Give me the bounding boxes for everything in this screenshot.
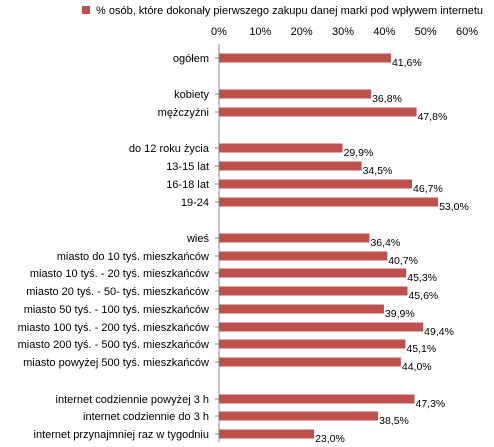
value-label: 49,4% xyxy=(424,326,454,338)
category-label: miasto 20 tyś. - 50- tyś. mieszkańców xyxy=(26,286,209,298)
value-label: 40,7% xyxy=(388,255,418,267)
category-label: miasto 50 tyś. - 100 tyś. mieszkańców xyxy=(24,304,209,316)
category-label: do 12 roku życia xyxy=(129,143,210,155)
value-label: 23,0% xyxy=(315,433,345,445)
value-label: 53,0% xyxy=(439,201,469,213)
bar xyxy=(219,322,424,332)
category-label: mężczyźni xyxy=(158,107,209,119)
value-label: 46,7% xyxy=(413,183,443,195)
value-labels: 41,6% 36,8% 47,8% 29,9% 34,5% 46,7% 53,0% 36,4%… xyxy=(315,57,469,445)
value-label: 45,1% xyxy=(406,343,436,355)
category-label: kobiety xyxy=(174,89,209,101)
category-label: ogółem xyxy=(173,53,209,65)
bar xyxy=(219,286,408,296)
value-label: 36,4% xyxy=(370,237,400,249)
category-axis xyxy=(215,44,220,442)
value-label: 47,8% xyxy=(418,111,448,123)
category-label: 19-24 xyxy=(181,197,209,209)
bar xyxy=(219,143,343,153)
bar xyxy=(219,357,401,367)
value-label: 38,5% xyxy=(379,415,409,427)
x-tick-label: 60% xyxy=(456,26,478,38)
bar xyxy=(219,429,315,439)
bar xyxy=(219,304,384,314)
category-label: miasto powyżej 500 tyś. mieszkańców xyxy=(23,357,209,369)
legend-label: % osób, które dokonały pierwszego zakupu… xyxy=(96,5,483,17)
value-label: 44,0% xyxy=(402,361,432,373)
value-label: 45,3% xyxy=(407,272,437,284)
value-label: 47,3% xyxy=(416,398,446,410)
bar xyxy=(219,251,388,261)
category-label: 16-18 lat xyxy=(166,179,209,191)
category-label: wieś xyxy=(186,233,210,245)
value-label: 36,8% xyxy=(372,93,402,105)
bar xyxy=(219,394,415,404)
x-tick-label: 20% xyxy=(291,26,313,38)
bar xyxy=(219,53,391,63)
bar xyxy=(219,107,417,117)
x-tick-label: 0% xyxy=(211,26,227,38)
bar xyxy=(219,268,407,278)
bar xyxy=(219,179,413,189)
value-label: 45,6% xyxy=(408,290,438,302)
category-label: miasto 200 tyś. - 500 tyś. mieszkańców xyxy=(18,339,209,351)
category-label: miasto 10 tyś. - 20 tyś. mieszkańców xyxy=(30,268,209,280)
bar xyxy=(219,89,372,99)
x-tick-label: 30% xyxy=(332,26,354,38)
x-tick-label: 40% xyxy=(373,26,395,38)
legend: % osób, które dokonały pierwszego zakupu… xyxy=(82,5,483,17)
category-label: miasto do 10 tyś. mieszkańców xyxy=(57,251,209,263)
value-label: 29,9% xyxy=(344,147,374,159)
x-tick-label: 10% xyxy=(249,26,271,38)
bar xyxy=(219,411,379,421)
category-label: internet przynajmniej raz w tygodniu xyxy=(34,429,209,441)
value-label: 39,9% xyxy=(385,308,415,320)
x-tick-label: 50% xyxy=(415,26,437,38)
legend-swatch xyxy=(82,6,90,14)
category-label: internet codziennie do 3 h xyxy=(83,411,209,423)
x-axis-ticks: 0% 10% 20% 30% 40% 50% 60% xyxy=(211,26,478,38)
bar xyxy=(219,161,362,171)
bars xyxy=(219,53,439,439)
category-label: miasto 100 tyś. - 200 tyś. mieszkańców xyxy=(18,322,209,334)
category-label: internet codziennie powyżej 3 h xyxy=(56,394,209,406)
category-label: 13-15 lat xyxy=(166,161,209,173)
value-label: 41,6% xyxy=(392,57,422,69)
bar xyxy=(219,339,406,349)
value-label: 34,5% xyxy=(363,165,393,177)
category-labels: ogółem kobiety mężczyźni do 12 roku życia 13… xyxy=(18,53,210,441)
bar xyxy=(219,197,439,207)
bar xyxy=(219,233,370,243)
